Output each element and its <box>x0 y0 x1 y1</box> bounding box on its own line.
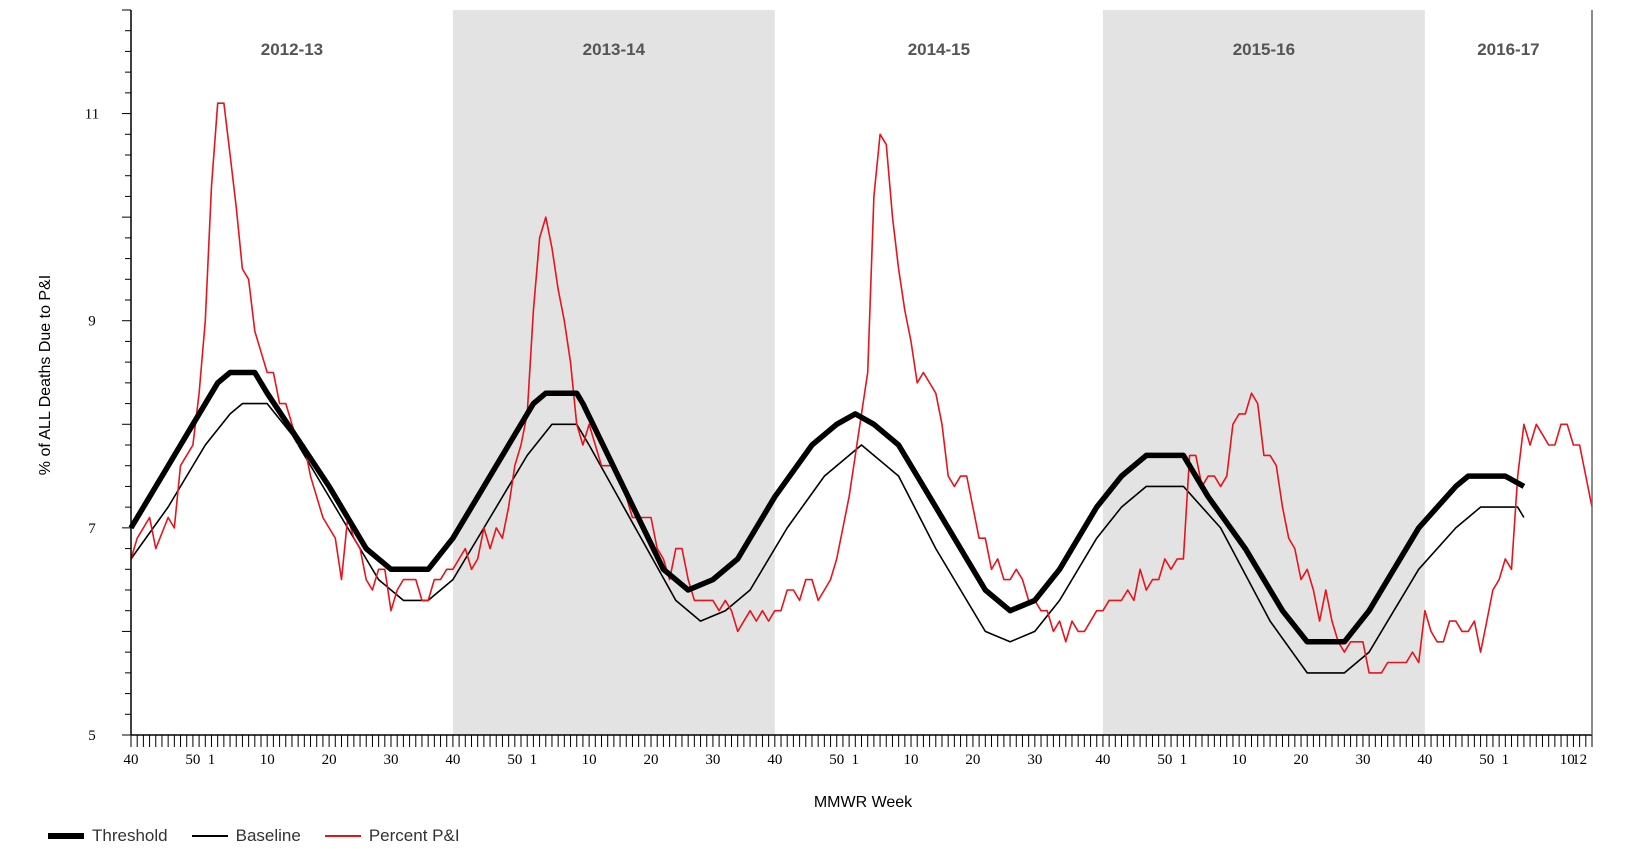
legend-item-percent-pi: Percent P&I <box>324 826 460 846</box>
season-shading <box>452 10 1425 735</box>
x-tick-label: 12 <box>1572 752 1587 768</box>
x-tick-label: 20 <box>965 752 980 768</box>
x-tick-label: 10 <box>904 752 919 768</box>
x-tick-label: 30 <box>384 752 399 768</box>
series-line-percent-p-i <box>130 102 1593 674</box>
season-band-2013-14 <box>452 10 775 735</box>
x-tick-label: 20 <box>322 752 337 768</box>
series-line-threshold <box>128 369 1526 645</box>
x-tick-label: 40 <box>445 752 460 768</box>
x-tick-label: 10 <box>1232 752 1247 768</box>
x-tick-label: 30 <box>1355 752 1370 768</box>
y-tick-label: 7 <box>88 521 96 537</box>
x-tick-label: 40 <box>1095 752 1110 768</box>
legend: Threshold Baseline Percent P&I <box>48 826 484 846</box>
x-tick-label: 10 <box>1560 752 1575 768</box>
x-tick-label: 50 <box>1479 752 1494 768</box>
legend-swatch-threshold <box>48 833 84 839</box>
x-tick-label: 1 <box>852 752 860 768</box>
legend-label-percent-pi: Percent P&I <box>368 826 460 845</box>
season-labels: 2012-13 2013-14 2014-15 2015-16 2016-17 <box>261 40 1540 59</box>
x-tick-label: 1 <box>1180 752 1188 768</box>
x-tick-label: 10 <box>260 752 275 768</box>
x-tick-label: 20 <box>644 752 659 768</box>
x-tick-label: 30 <box>705 752 720 768</box>
x-tick-label: 40 <box>1417 752 1432 768</box>
x-tick-label: 40 <box>767 752 782 768</box>
y-tick-label: 5 <box>88 728 96 744</box>
y-axis: 5 7 9 11 <box>85 9 1593 744</box>
legend-swatch-percent-pi <box>324 835 361 837</box>
x-tick-label: 20 <box>1294 752 1309 768</box>
x-axis-title: MMWR Week <box>814 794 913 811</box>
x-tick-label: 50 <box>829 752 844 768</box>
y-axis-title: % of ALL Deaths Due to P&I <box>37 275 54 475</box>
series-lines <box>128 102 1593 674</box>
x-tick-label: 50 <box>185 752 200 768</box>
season-label-2013-14: 2013-14 <box>583 40 646 59</box>
x-tick-label: 50 <box>507 752 522 768</box>
legend-label-threshold: Threshold <box>92 826 168 845</box>
legend-item-baseline: Baseline <box>191 826 301 846</box>
season-label-2015-16: 2015-16 <box>1233 40 1295 59</box>
x-axis: 40 50 1 10 20 30 40 50 1 10 20 30 40 50 1 10 20 30 40 50 1 10… <box>124 734 1593 768</box>
season-label-2014-15: 2014-15 <box>908 40 970 59</box>
season-label-2012-13: 2012-13 <box>261 40 323 59</box>
legend-swatch-baseline <box>191 835 228 837</box>
x-tick-label: 40 <box>124 752 139 768</box>
legend-item-threshold: Threshold <box>48 826 168 846</box>
x-tick-label: 50 <box>1157 752 1172 768</box>
season-band-2015-16 <box>1102 10 1425 735</box>
x-tick-label: 1 <box>530 752 538 768</box>
x-tick-label: 30 <box>1027 752 1042 768</box>
x-tick-label: 1 <box>208 752 216 768</box>
legend-label-baseline: Baseline <box>235 826 301 845</box>
y-tick-label: 11 <box>85 107 99 123</box>
season-label-2016-17: 2016-17 <box>1477 40 1539 59</box>
x-tick-label: 10 <box>582 752 597 768</box>
x-tick-label: 1 <box>1502 752 1510 768</box>
y-tick-label: 9 <box>88 314 96 330</box>
